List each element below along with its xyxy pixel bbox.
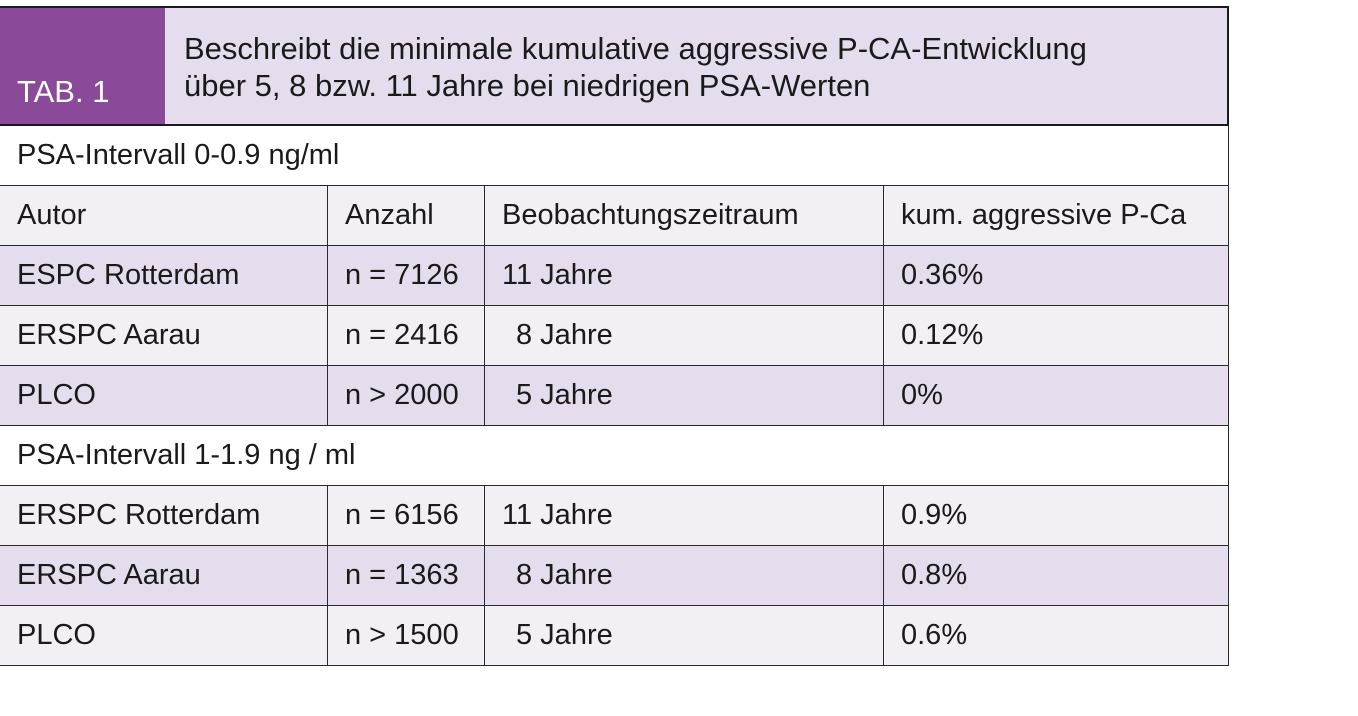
cell-period: 11 Jahre	[485, 246, 884, 305]
cell-author: PLCO	[0, 606, 328, 665]
table-title-line: über 5, 8 bzw. 11 Jahre bei niedrigen PS…	[184, 68, 871, 103]
cell-period: 8 Jahre	[485, 306, 884, 365]
cell-author: ERSPC Aarau	[0, 306, 328, 365]
cell-rate: 0.36%	[901, 259, 984, 291]
table-row: PLCO n > 1500 5 Jahre 0.6%	[0, 606, 1229, 666]
cell-author: ERSPC Aarau	[0, 546, 328, 605]
cell-count: n > 2000	[328, 366, 485, 425]
table-row: ERSPC Rotterdam n = 6156 11 Jahre 0.9%	[0, 486, 1229, 546]
section-label: PSA-Intervall 1-1.9 ng / ml	[17, 439, 356, 471]
cell-author: ESPC Rotterdam	[0, 246, 328, 305]
cell-author: ERSPC Rotterdam	[0, 486, 328, 545]
section-row: PSA-Intervall 0-0.9 ng/ml	[0, 126, 1229, 186]
column-header-count: Anzahl	[328, 186, 485, 245]
table-label: TAB. 1	[0, 8, 165, 124]
cell-period: 5 Jahre	[485, 366, 884, 425]
data-table: TAB. 1 Beschreibt die minimale kumulativ…	[0, 6, 1229, 666]
cell-period: 8 Jahre	[485, 546, 884, 605]
cell-rate: 0.12%	[901, 319, 984, 351]
cell-period: 5 Jahre	[485, 606, 884, 665]
column-header-author: Autor	[0, 186, 328, 245]
cell-count: n = 6156	[328, 486, 485, 545]
cell-rate: 0.9%	[901, 499, 968, 531]
table-row: ERSPC Aarau n = 2416 8 Jahre 0.12%	[0, 306, 1229, 366]
column-header-rate: kum. aggressive P-Ca	[901, 199, 1187, 231]
cell-count: n = 1363	[328, 546, 485, 605]
column-header-period: Beobachtungszeitraum	[485, 186, 884, 245]
table-row: ESPC Rotterdam n = 7126 11 Jahre 0.36%	[0, 246, 1229, 306]
cell-rate: 0.6%	[901, 619, 968, 651]
table-header: TAB. 1 Beschreibt die minimale kumulativ…	[0, 6, 1229, 124]
section-label: PSA-Intervall 0-0.9 ng/ml	[17, 139, 340, 171]
table-body: PSA-Intervall 0-0.9 ng/ml Autor Anzahl B…	[0, 124, 1229, 666]
table-row: ERSPC Aarau n = 1363 8 Jahre 0.8%	[0, 546, 1229, 606]
column-header-row: Autor Anzahl Beobachtungszeitraum kum. a…	[0, 186, 1229, 246]
cell-rate: 0%	[901, 379, 943, 411]
table-title-line: Beschreibt die minimale kumulative aggre…	[184, 31, 1087, 66]
cell-count: n = 2416	[328, 306, 485, 365]
cell-count: n = 7126	[328, 246, 485, 305]
table-title: Beschreibt die minimale kumulative aggre…	[184, 30, 1224, 104]
cell-rate: 0.8%	[901, 559, 968, 591]
cell-author: PLCO	[0, 366, 328, 425]
cell-period: 11 Jahre	[485, 486, 884, 545]
table-row: PLCO n > 2000 5 Jahre 0%	[0, 366, 1229, 426]
section-row: PSA-Intervall 1-1.9 ng / ml	[0, 426, 1229, 486]
cell-count: n > 1500	[328, 606, 485, 665]
